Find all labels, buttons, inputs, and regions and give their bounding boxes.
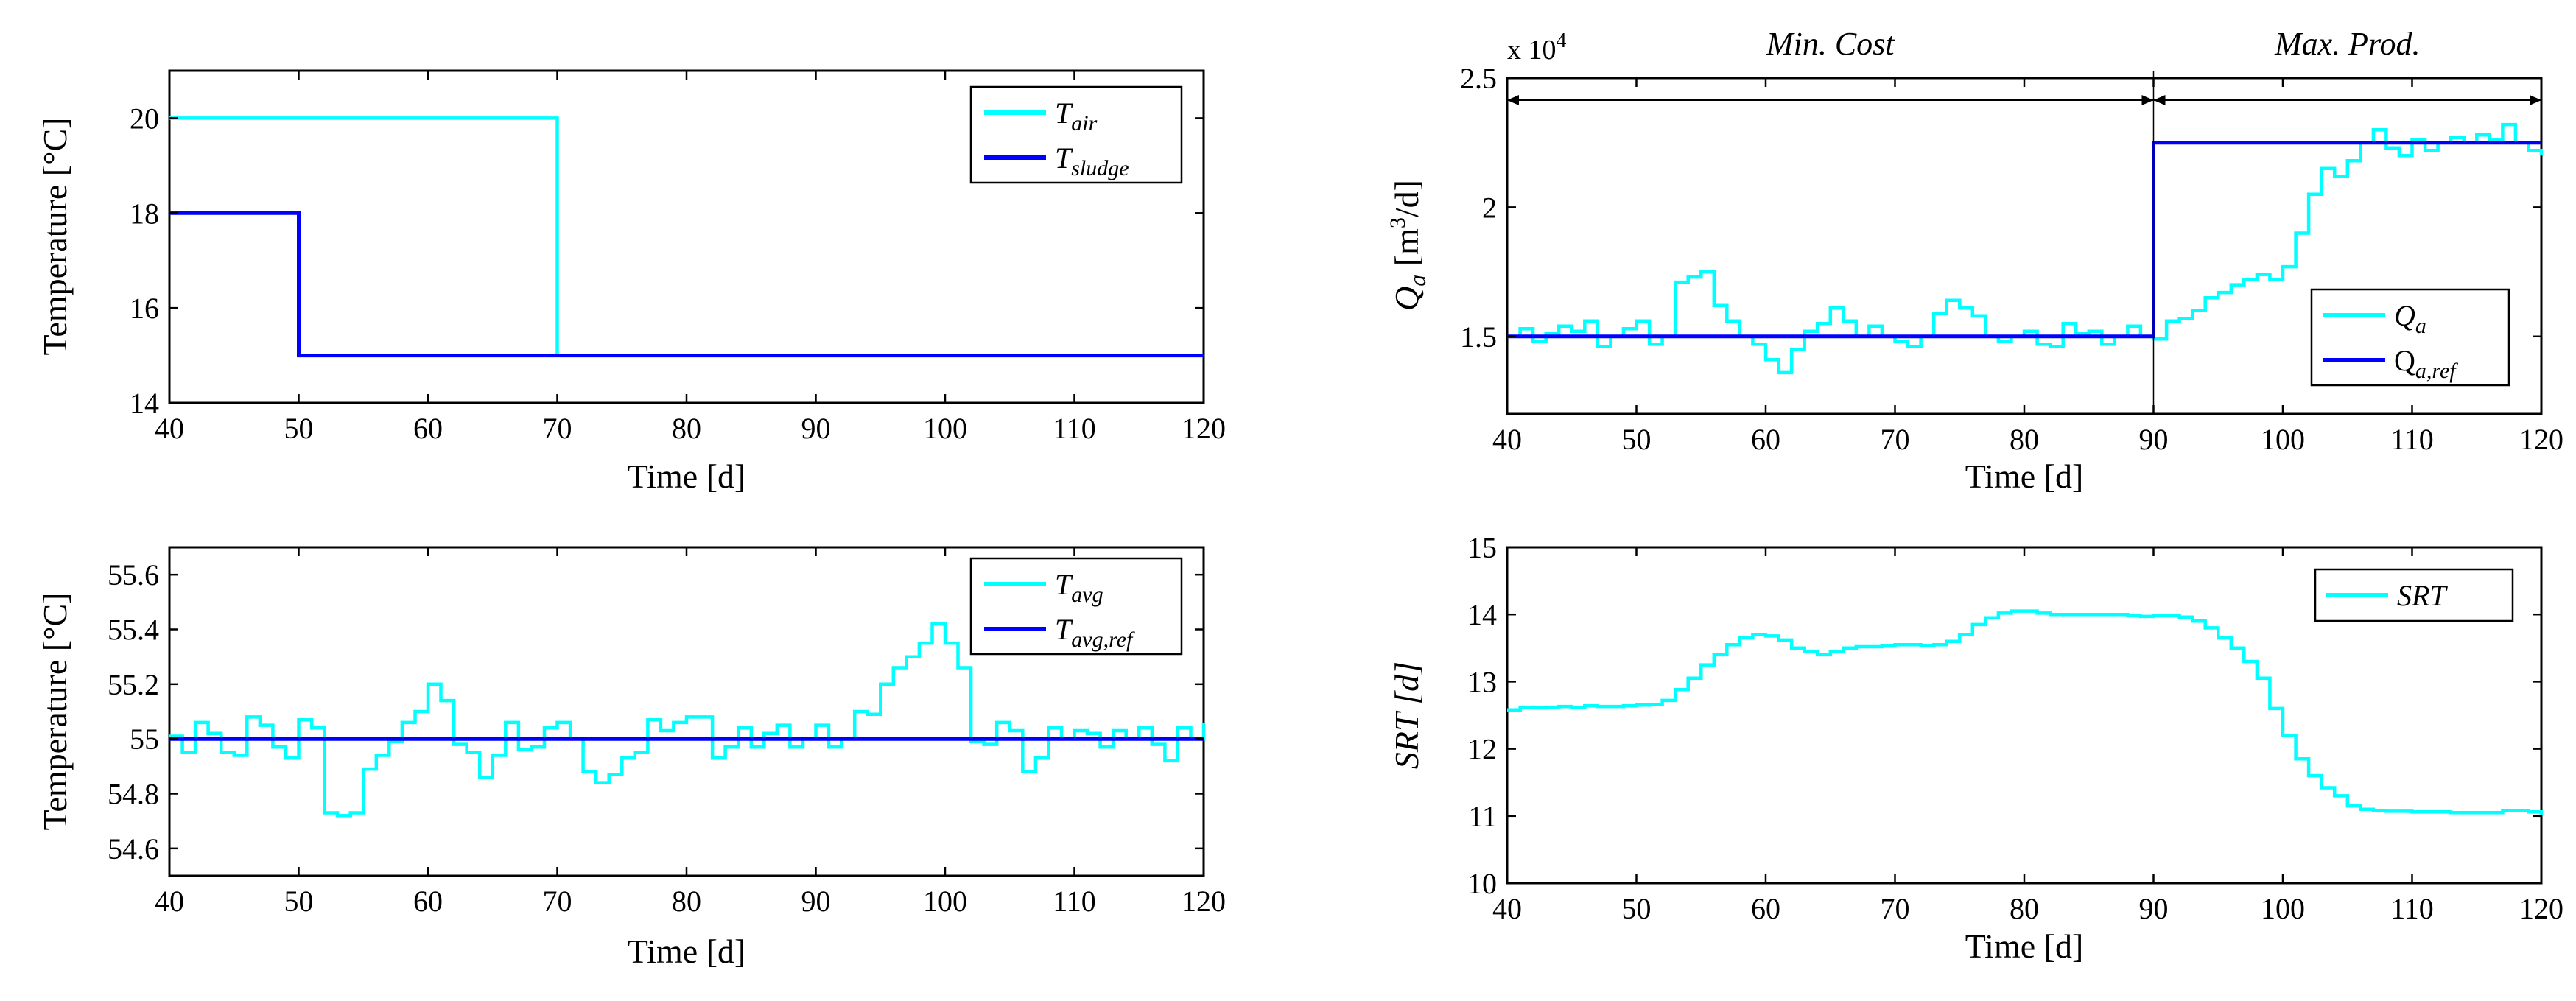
x-tick-label: 50: [284, 885, 314, 918]
y-tick-label: 1.5: [1460, 320, 1497, 354]
x-tick-label: 60: [1751, 892, 1780, 925]
x-tick-label: 80: [2010, 892, 2039, 925]
legend-label-srt: SRT: [2397, 579, 2448, 612]
chart-bottom-right: 40 50 60 70 80 90 100 110 120 10 11 12 13 14 15 Time […: [1388, 531, 2563, 965]
legend: Tavg Tavg,ref: [969, 557, 1183, 656]
y-tick-label: 16: [130, 292, 159, 325]
y-axis-label: Qa [m3/d]: [1386, 180, 1431, 311]
x-tick-label: 110: [2390, 892, 2434, 925]
x-tick-label: 40: [155, 885, 184, 918]
x-tick-label: 90: [2139, 423, 2169, 456]
x-tick-label: 110: [1053, 412, 1096, 445]
x-tick-label: 40: [1492, 892, 1522, 925]
legend-label-t-sludge: Tsludge: [1055, 141, 1129, 180]
y-tick-label: 2: [1482, 191, 1497, 224]
y-tick-label: 11: [1468, 800, 1497, 833]
x-tick-label: 120: [1182, 885, 1226, 918]
x-tick-label: 50: [284, 412, 314, 445]
y-tick-label: 54.6: [108, 832, 159, 865]
x-tick-label: 70: [1881, 423, 1910, 456]
x-tick-label: 100: [2261, 892, 2305, 925]
legend: Tair Tsludge: [969, 85, 1183, 184]
legend-label-qa: Qa: [2394, 299, 2426, 338]
x-tick-label: 100: [2261, 423, 2305, 456]
y-tick-label: 12: [1467, 733, 1497, 766]
x-axis-label: Time [d]: [628, 932, 746, 970]
legend-label-qa-ref: Qa,ref: [2394, 344, 2458, 383]
region-label-min-cost: Min. Cost: [1766, 26, 1895, 62]
x-tick-label: 40: [1492, 423, 1522, 456]
y-tick-label: 15: [1467, 531, 1497, 564]
series-line-t-avg: [169, 622, 1206, 818]
x-tick-label: 120: [2519, 423, 2563, 456]
series-line-srt: [1507, 609, 2544, 815]
x-tick-label: 110: [2390, 423, 2434, 456]
x-tick-label: 100: [923, 412, 967, 445]
x-tick-label: 50: [1622, 423, 1652, 456]
y-tick-label: 14: [130, 387, 159, 420]
x-tick-label: 60: [1751, 423, 1780, 456]
chart-bottom-left: 40 50 60 70 80 90 100 110 120 54.6 54.8 55 55.2 55.4 5…: [36, 546, 1226, 970]
arrow-head-left: [1507, 95, 1519, 105]
x-tick-label: 120: [1182, 412, 1226, 445]
x-axis-label: Time [d]: [1965, 927, 2084, 965]
y-axis-label: SRT [d]: [1388, 661, 1425, 769]
y-tick-label: 55: [130, 723, 159, 756]
x-tick-label: 90: [2139, 892, 2169, 925]
x-tick-label: 80: [672, 412, 701, 445]
x-tick-label: 70: [1881, 892, 1910, 925]
x-tick-label: 100: [923, 885, 967, 918]
y-tick-label: 14: [1467, 598, 1497, 631]
x-axis-label: Time [d]: [628, 457, 746, 495]
x-tick-label: 60: [413, 885, 443, 918]
x-tick-label: 110: [1053, 885, 1096, 918]
y-tick-label: 55.2: [108, 668, 159, 701]
chart-top-left: 40 50 60 70 80 90 100 110 120 14 16 18 20 Time [d] T…: [36, 69, 1226, 495]
series-line-q-a: [1507, 122, 2544, 375]
y-axis-label: Temperature [°C]: [36, 118, 74, 356]
y-tick-label: 55.6: [108, 558, 159, 591]
region-annotations: Min. Cost Max. Prod.: [1507, 26, 2541, 414]
x-tick-label: 70: [543, 885, 572, 918]
legend-box: [969, 557, 1183, 656]
x-axis-label: Time [d]: [1965, 457, 2084, 495]
legend-label-t-air: Tair: [1055, 96, 1098, 136]
region-label-max-prod: Max. Prod.: [2274, 26, 2421, 62]
x-tick-label: 60: [413, 412, 443, 445]
arrow-head-right: [2141, 95, 2154, 105]
y-tick-label: 18: [130, 197, 159, 230]
series-line-t-sludge: [169, 211, 1204, 358]
legend-label-t-avg: Tavg: [1055, 568, 1103, 607]
chart-top-right: 40 50 60 70 80 90 100 110 120 1.5 2 2.5 Time [d] Qa…: [1386, 26, 2563, 495]
y-tick-label: 55.4: [108, 614, 159, 647]
x-tick-label: 90: [801, 885, 831, 918]
x-tick-label: 70: [543, 412, 572, 445]
legend: SRT: [2314, 568, 2514, 622]
y-tick-label: 13: [1467, 665, 1497, 698]
x-tick-label: 90: [801, 412, 831, 445]
y-tick-label: 20: [130, 102, 159, 135]
axis-multiplier: x 104: [1507, 29, 1567, 66]
legend-box: [2310, 288, 2510, 387]
y-axis-label: Temperature [°C]: [36, 593, 74, 831]
x-tick-label: 50: [1622, 892, 1652, 925]
x-tick-label: 80: [2010, 423, 2039, 456]
y-tick-label: 54.8: [108, 778, 159, 811]
legend-label-t-avg-ref: Tavg,ref: [1055, 613, 1135, 652]
arrow-head-right: [2530, 95, 2541, 105]
y-tick-label: 10: [1467, 867, 1497, 900]
legend-box: [969, 85, 1183, 184]
legend: Qa Qa,ref: [2310, 288, 2510, 387]
x-tick-label: 120: [2519, 892, 2563, 925]
arrow-head-left: [2153, 95, 2166, 105]
y-tick-label: 2.5: [1460, 62, 1497, 95]
x-tick-label: 80: [672, 885, 701, 918]
x-tick-label: 40: [155, 412, 184, 445]
